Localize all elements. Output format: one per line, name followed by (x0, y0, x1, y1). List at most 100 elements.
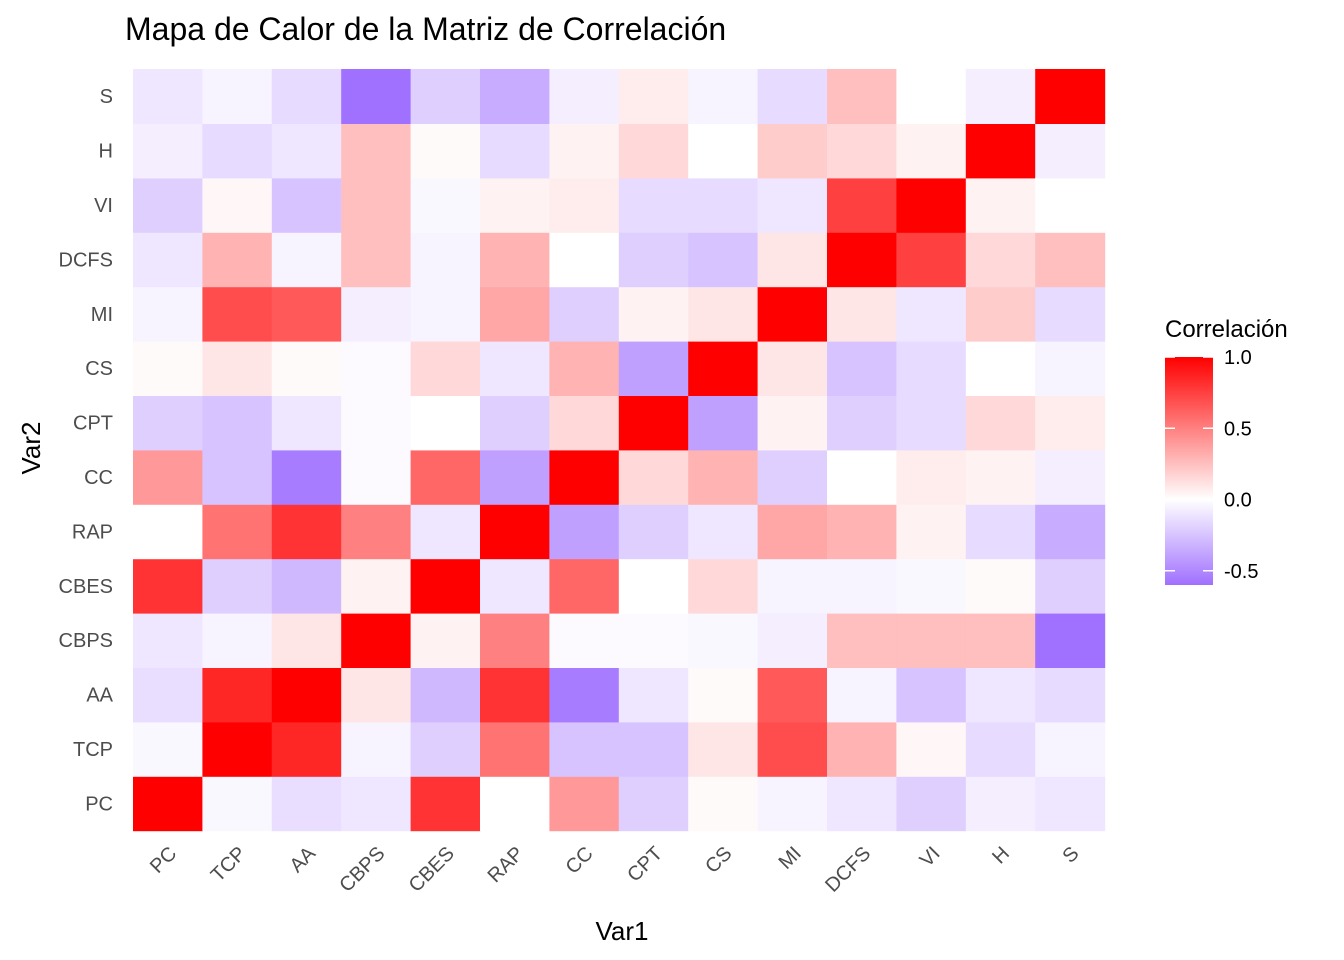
heatmap-cell-S-TCP (1035, 721, 1106, 777)
heatmap-cell-CPT-PC (618, 776, 689, 832)
legend-title: Correlación (1165, 316, 1288, 343)
heatmap-cell-TCP-H (202, 123, 273, 179)
heatmap-cell-CBPS-S (341, 69, 412, 124)
heatmap-cell-CPT-RAP (618, 504, 689, 560)
heatmap-cell-CC-CS (549, 341, 620, 396)
heatmap-cell-CBPS-CBES (341, 558, 412, 614)
heatmap-cell-VI-PC (896, 776, 967, 832)
heatmap-cell-RAP-PC (480, 776, 550, 832)
heatmap-cell-CS-DCFS (688, 232, 759, 288)
heatmap-cell-CBES-CPT (410, 395, 481, 451)
heatmap-cell-CC-DCFS (549, 232, 620, 288)
heatmap-cell-PC-CBPS (133, 613, 203, 668)
heatmap-cell-RAP-CS (480, 341, 550, 396)
heatmap-cell-VI-TCP (896, 721, 967, 777)
heatmap-cell-VI-CBES (896, 558, 967, 614)
heatmap-cell-CS-CS (688, 341, 759, 396)
heatmap-cell-MI-AA (757, 667, 828, 723)
y-tick-label: CC (84, 467, 113, 489)
heatmap-cell-CS-MI (688, 286, 759, 342)
color-legend: Correlación 1.0 0.5 0.0 -0.5 (1165, 316, 1288, 585)
heatmap-cell-RAP-CBPS (480, 613, 550, 668)
y-tick-labels: PC TCP AA CBPS CBES RAP CC CPT CS MI DCFS VI H S (59, 86, 114, 815)
heatmap-cell-DCFS-PC (827, 776, 897, 832)
heatmap-cell-PC-MI (133, 286, 203, 342)
heatmap-cell-PC-DCFS (133, 232, 203, 288)
heatmap-cell-S-RAP (1035, 504, 1106, 560)
heatmap-cell-CC-AA (549, 667, 620, 723)
heatmap-cell-CBES-DCFS (410, 232, 481, 288)
heatmap-cell-S-CS (1035, 341, 1106, 396)
heatmap-cell-PC-VI (133, 177, 203, 233)
heatmap-cell-CPT-MI (618, 286, 689, 342)
heatmap-cell-CC-CPT (549, 395, 620, 451)
x-tick-label: CBPS (335, 843, 389, 897)
heatmap-cell-H-H (965, 123, 1036, 179)
heatmap-cell-CS-CBES (688, 558, 759, 614)
heatmap-cell-H-CC (965, 449, 1036, 505)
heatmap-cell-CS-H (688, 123, 759, 179)
heatmap-cell-S-CBPS (1035, 613, 1106, 668)
heatmap-cell-AA-CPT (271, 395, 342, 451)
heatmap-cell-CC-RAP (549, 504, 620, 560)
heatmap-cell-CBES-S (410, 69, 481, 124)
heatmap-cell-VI-S (896, 69, 967, 124)
heatmap-cell-TCP-CBPS (202, 613, 273, 668)
heatmap-cell-RAP-S (480, 69, 550, 124)
heatmap-cell-CBPS-CS (341, 341, 412, 396)
heatmap-cell-RAP-VI (480, 177, 550, 233)
heatmap-cell-AA-RAP (271, 504, 342, 560)
heatmap-cell-MI-S (757, 69, 828, 124)
heatmap-cell-AA-CC (271, 449, 342, 505)
x-tick-label: CC (562, 843, 598, 879)
heatmap-cell-PC-CBES (133, 558, 203, 614)
heatmap-cell-CBES-CBES (410, 558, 481, 614)
heatmap-cell-CBES-TCP (410, 721, 481, 777)
heatmap-cell-AA-PC (271, 776, 342, 832)
heatmap-cell-S-CC (1035, 449, 1106, 505)
legend-ticks: 1.0 0.5 0.0 -0.5 (1165, 347, 1258, 583)
heatmap-cell-S-VI (1035, 177, 1106, 233)
x-axis-title: Var1 (596, 916, 649, 946)
heatmap-cell-H-TCP (965, 721, 1036, 777)
heatmap-cell-TCP-CS (202, 341, 273, 396)
y-tick-label: MI (91, 304, 113, 326)
heatmap-cell-CBPS-H (341, 123, 412, 179)
heatmap-cell-TCP-MI (202, 286, 273, 342)
heatmap-cell-CS-RAP (688, 504, 759, 560)
heatmap-cell-CS-PC (688, 776, 759, 832)
heatmap-cell-MI-DCFS (757, 232, 828, 288)
heatmap-cell-H-CBPS (965, 613, 1036, 668)
heatmap-cell-CBES-VI (410, 177, 481, 233)
heatmap-cell-MI-CPT (757, 395, 828, 451)
y-tick-label: AA (86, 685, 113, 707)
heatmap-cell-CC-MI (549, 286, 620, 342)
x-tick-label: DCFS (821, 843, 875, 897)
heatmap-cell-DCFS-H (827, 123, 897, 179)
x-tick-label: CBES (405, 843, 459, 897)
heatmap-cell-RAP-H (480, 123, 550, 179)
x-tick-label: H (988, 843, 1014, 869)
heatmap-cell-H-DCFS (965, 232, 1036, 288)
heatmap-cell-TCP-CBES (202, 558, 273, 614)
heatmap-cell-CPT-TCP (618, 721, 689, 777)
heatmap-cell-PC-CPT (133, 395, 203, 451)
x-tick-label: RAP (484, 843, 529, 888)
heatmap-cell-CBPS-AA (341, 667, 412, 723)
heatmap-cell-CC-VI (549, 177, 620, 233)
heatmap-cell-CPT-VI (618, 177, 689, 233)
heatmap-cell-CBES-H (410, 123, 481, 179)
heatmap-cell-MI-VI (757, 177, 828, 233)
heatmap-cell-MI-CC (757, 449, 828, 505)
heatmap-cell-DCFS-DCFS (827, 232, 897, 288)
heatmap-cell-VI-CPT (896, 395, 967, 451)
heatmap-cell-CBES-CBPS (410, 613, 481, 668)
heatmap-cell-AA-CBES (271, 558, 342, 614)
heatmap-cell-PC-RAP (133, 504, 203, 560)
heatmap-cell-S-AA (1035, 667, 1106, 723)
heatmap-cell-CBES-MI (410, 286, 481, 342)
heatmap-cell-CBPS-CBPS (341, 613, 412, 668)
heatmap-cell-VI-AA (896, 667, 967, 723)
heatmap-cell-AA-CS (271, 341, 342, 396)
